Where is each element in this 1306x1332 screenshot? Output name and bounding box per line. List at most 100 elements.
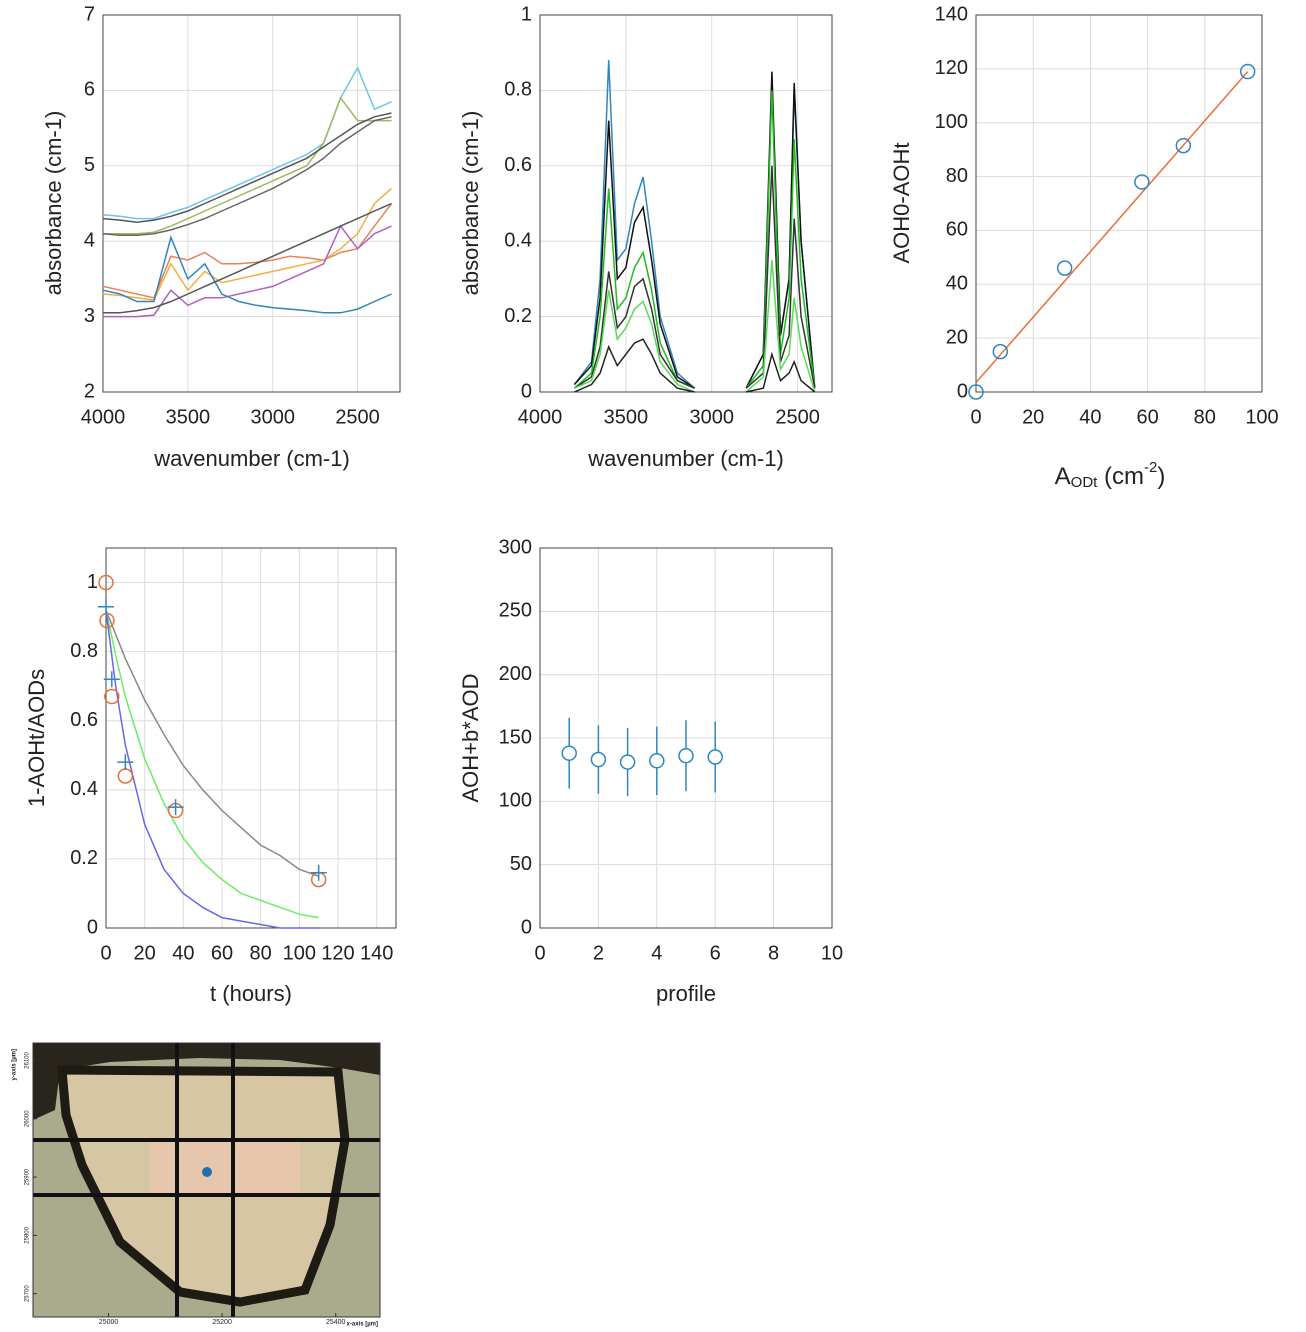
- x-tick-label: 2500: [775, 406, 820, 428]
- y-tick-label: 0.6: [70, 709, 98, 731]
- x-axis-label: profile: [656, 981, 716, 1006]
- y-tick-label: 100: [499, 790, 532, 812]
- x-tick-label: 40: [172, 942, 194, 964]
- x-axis-label: wavenumber (cm-1): [153, 446, 350, 471]
- plot-frame: [975, 14, 1263, 393]
- x-tick-label: 0: [970, 406, 981, 428]
- y-tick-label: 0: [521, 916, 532, 938]
- y-tick-label: 1: [87, 571, 98, 593]
- y-tick-label: 120: [935, 57, 968, 79]
- circle-marker: [1134, 174, 1150, 190]
- x-tick-label: 20: [1022, 406, 1044, 428]
- image-highlight: [150, 1142, 300, 1194]
- y-tick-label: 26000: [25, 1110, 31, 1127]
- y-tick-label: 140: [935, 3, 968, 25]
- spectrum-line: [574, 260, 816, 393]
- circle-marker: [98, 574, 114, 591]
- spectrum-line: [102, 112, 392, 224]
- x-tick-label: 2: [593, 942, 604, 964]
- label-part: A: [1055, 463, 1071, 490]
- y-tick-label: 40: [946, 273, 968, 295]
- y-axis-label: 1-AOHt/AODs: [24, 669, 49, 807]
- plot-frame: [105, 547, 397, 929]
- x-tick-label: 0: [100, 942, 111, 964]
- fit-line: [975, 71, 1249, 384]
- spectrum-line: [573, 90, 816, 389]
- x-tick-label: 4000: [518, 406, 563, 428]
- circle-marker: [561, 745, 577, 761]
- x-axis-label: t (hours): [210, 981, 292, 1006]
- spectrum-line: [103, 202, 392, 314]
- plus-marker: [310, 864, 327, 881]
- y-tick-label: 0.4: [504, 229, 532, 251]
- label-part: ): [1157, 463, 1165, 490]
- label-part: ODt: [1071, 474, 1099, 491]
- spectrum-line: [102, 187, 392, 301]
- x-tick-label: 6: [710, 942, 721, 964]
- x-tick-label: 8: [768, 942, 779, 964]
- y-tick-label: 0: [87, 916, 98, 938]
- y-tick-label: 7: [84, 3, 95, 25]
- x-tick-label: 4000: [81, 406, 126, 428]
- y-tick-label: 26100: [25, 1051, 31, 1068]
- spectrum-line: [573, 165, 816, 389]
- circle-marker: [1056, 260, 1073, 276]
- spectrum-line: [103, 224, 392, 318]
- y-tick-label: 1: [521, 3, 532, 25]
- circle-marker: [117, 768, 134, 784]
- y-tick-label: 100: [935, 111, 968, 133]
- y-tick-label: 200: [499, 663, 532, 685]
- y-tick-label: 0.2: [504, 305, 532, 327]
- y-tick-label: 20: [946, 326, 968, 348]
- x-tick-label: 80: [1194, 406, 1216, 428]
- y-tick-label: 0: [521, 380, 532, 402]
- plot-frame: [539, 547, 833, 929]
- x-tick-label: 25200: [212, 1319, 232, 1326]
- y-tick-label: 0: [957, 380, 968, 402]
- x-tick-label: 140: [360, 942, 393, 964]
- spectrum-line: [102, 235, 392, 314]
- plus-marker: [98, 598, 114, 615]
- y-tick-label: 0.6: [504, 154, 532, 176]
- x-tick-label: 4: [651, 942, 662, 964]
- y-tick-label: 0.8: [504, 79, 532, 101]
- x-tick-label: 0: [534, 942, 545, 964]
- y-tick-label: 150: [499, 726, 532, 748]
- y-tick-label: 0.8: [70, 640, 98, 662]
- circle-marker: [1175, 137, 1192, 154]
- x-tick-label: 60: [211, 942, 233, 964]
- micrograph: [32, 1042, 381, 1318]
- y-tick-label: 25900: [25, 1168, 31, 1185]
- image-frame: [32, 1042, 381, 1318]
- y-axis-label: AOH+b*AOD: [458, 674, 483, 803]
- plus-marker: [103, 671, 120, 688]
- circle-marker: [104, 688, 120, 705]
- spectrum-line: [103, 96, 392, 235]
- circle-marker: [968, 384, 984, 400]
- y-tick-label: 300: [499, 536, 532, 558]
- x-tick-label: 3500: [166, 406, 211, 428]
- y-tick-label: 25700: [25, 1285, 31, 1302]
- x-tick-label: 100: [1245, 406, 1278, 428]
- plot-frame: [102, 14, 401, 393]
- y-axis-label: AOH0-AOHt: [889, 142, 914, 263]
- plus-marker: [167, 799, 184, 816]
- y-tick-label: 3: [84, 305, 95, 327]
- y-tick-label: 80: [946, 165, 968, 187]
- x-tick-label: 10: [821, 942, 843, 964]
- y-tick-label: 250: [499, 600, 532, 622]
- x-tick-label: 3500: [604, 406, 649, 428]
- y-tick-label: 5: [84, 154, 95, 176]
- y-tick-label: 6: [84, 79, 95, 101]
- y-axis-label: absorbance (cm-1): [458, 111, 483, 296]
- circle-marker: [992, 343, 1009, 360]
- x-axis-label: AODt (cm-2): [1055, 459, 1166, 491]
- y-axis-label: absorbance (cm-1): [41, 111, 66, 296]
- fit-line: [105, 610, 319, 929]
- plot-frame: [539, 14, 833, 393]
- x-tick-label: 120: [321, 942, 354, 964]
- label-part: (cm: [1097, 463, 1144, 490]
- circle-marker: [590, 751, 607, 768]
- circle-marker: [1239, 63, 1256, 80]
- circle-marker: [678, 747, 694, 764]
